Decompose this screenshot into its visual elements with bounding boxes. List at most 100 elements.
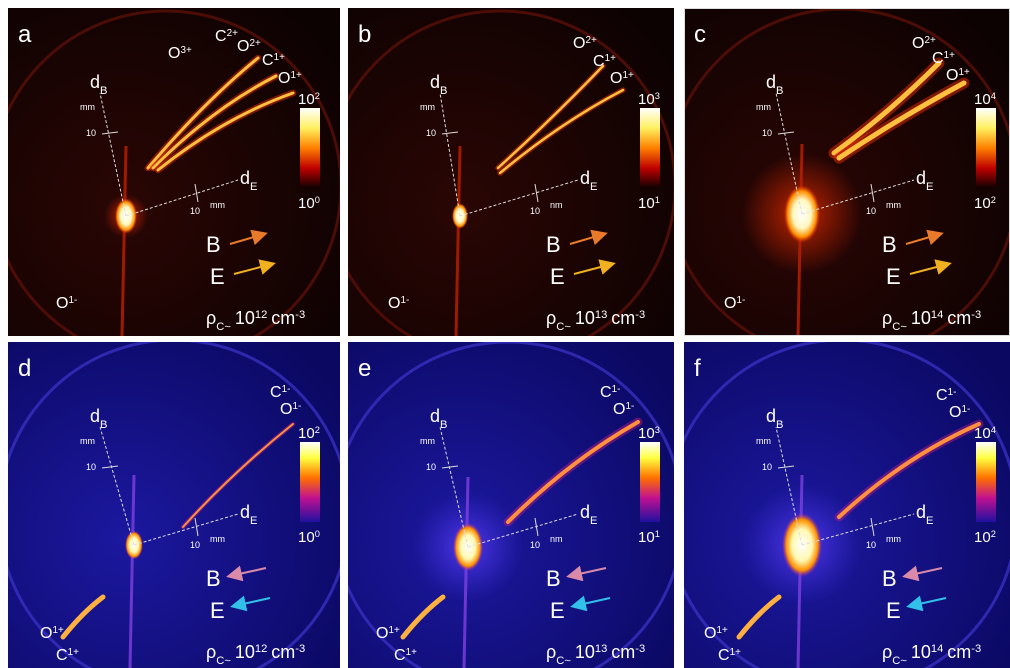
text-part: 1+ <box>730 647 742 658</box>
text-part: C <box>216 321 224 333</box>
text-part: 1- <box>400 295 409 306</box>
tick-label: 10 <box>426 128 436 138</box>
text-part: ρ <box>882 308 892 328</box>
text-part: O <box>56 295 68 312</box>
colorbar <box>300 108 320 188</box>
text-part: C <box>216 655 224 667</box>
text-part: O <box>376 625 388 642</box>
colorbar <box>976 442 996 522</box>
text-part: C <box>932 50 944 67</box>
text-part: 1+ <box>958 67 970 78</box>
text-part: cm <box>611 642 635 662</box>
text-part: E <box>250 515 257 527</box>
field-label: B <box>882 232 897 257</box>
text-part: 14 <box>931 643 943 655</box>
text-part: B <box>776 85 783 97</box>
tick-label: 10 <box>762 462 772 472</box>
text-part: E <box>590 181 597 193</box>
text-part: d <box>430 72 440 92</box>
field-label: E <box>210 598 225 623</box>
text-part: C <box>262 52 274 69</box>
tick-label: 10 <box>190 206 200 216</box>
field-label: B <box>546 566 561 591</box>
text-part: d <box>90 72 100 92</box>
text-part: 3 <box>655 91 660 101</box>
panel: dBdEmm1010mmfC1-O1-O1+C1+104102BEρC~1014… <box>667 340 1010 668</box>
text-part: 1- <box>948 387 957 398</box>
text-part: 1- <box>68 295 77 306</box>
text-part: O <box>613 401 625 418</box>
text-part: d <box>430 406 440 426</box>
text-part: cm <box>611 308 635 328</box>
text-part: O <box>949 404 961 421</box>
tick-unit: mm <box>756 436 771 446</box>
text-part: 1+ <box>406 647 418 658</box>
tick-unit: mm <box>80 436 95 446</box>
text-part: d <box>90 406 100 426</box>
text-part: ρ <box>882 642 892 662</box>
text-part: 3 <box>655 425 660 435</box>
text-part: ~ <box>900 655 907 667</box>
text-part: 1- <box>612 384 621 395</box>
tick-unit: nm <box>550 200 563 210</box>
text-part: 1- <box>625 401 634 412</box>
panel: dBdEmm1010nmeC1-O1-O1+C1+103101BEρC~1013… <box>333 342 683 668</box>
panel: dBdEmm1010mmdC1-O1-O1+C1+102100BEρC~1012… <box>0 340 349 668</box>
image-background <box>348 342 674 668</box>
text-part: O <box>388 295 400 312</box>
tick-label: 10 <box>530 540 540 550</box>
panel: dBdEmm1010mmcO2+C1+O1+O1-104102BEρC~1014… <box>667 8 1010 359</box>
field-label: E <box>550 264 565 289</box>
text-part: 1+ <box>944 50 956 61</box>
text-part: 1+ <box>68 647 80 658</box>
text-part: ~ <box>564 321 571 333</box>
colorbar <box>300 442 320 522</box>
field-label: E <box>886 598 901 623</box>
text-part: C <box>936 387 948 404</box>
text-part: 13 <box>595 643 607 655</box>
detector-image <box>0 340 349 668</box>
text-part: 10 <box>298 195 315 212</box>
text-part: O <box>724 295 736 312</box>
tick-label: 10 <box>190 540 200 550</box>
text-part: 13 <box>595 309 607 321</box>
text-part: -3 <box>635 309 645 321</box>
text-part: 10 <box>298 425 315 442</box>
text-part: 2 <box>991 195 996 205</box>
text-part: cm <box>271 308 295 328</box>
tick-label: 10 <box>86 128 96 138</box>
tick-unit: mm <box>210 200 225 210</box>
text-part: C <box>56 647 68 664</box>
text-part: 3+ <box>180 45 192 56</box>
text-part: C <box>892 321 900 333</box>
text-part: O <box>610 70 622 87</box>
text-part: 12 <box>255 309 267 321</box>
text-part: d <box>580 502 590 522</box>
text-part: 1+ <box>605 53 617 64</box>
text-part: d <box>580 168 590 188</box>
text-part: d <box>766 72 776 92</box>
text-part: 1- <box>292 401 301 412</box>
text-part: ~ <box>224 655 231 667</box>
text-part: ~ <box>900 321 907 333</box>
text-part: 10 <box>575 642 595 662</box>
detector-image <box>333 342 683 668</box>
text-part: 1+ <box>52 625 64 636</box>
text-part: 10 <box>638 529 655 546</box>
text-part: E <box>926 515 933 527</box>
text-part: C <box>593 53 605 70</box>
tick-label: 10 <box>426 462 436 472</box>
panel-label: d <box>18 355 31 382</box>
text-part: E <box>250 181 257 193</box>
text-part: B <box>440 419 447 431</box>
text-part: C <box>718 647 730 664</box>
text-part: 1- <box>961 404 970 415</box>
text-part: O <box>168 45 180 62</box>
text-part: 2 <box>315 91 320 101</box>
text-part: -3 <box>295 643 305 655</box>
text-part: C <box>556 655 564 667</box>
text-part: 10 <box>235 308 255 328</box>
text-part: cm <box>271 642 295 662</box>
panel-label: f <box>694 355 701 382</box>
text-part: 1+ <box>388 625 400 636</box>
